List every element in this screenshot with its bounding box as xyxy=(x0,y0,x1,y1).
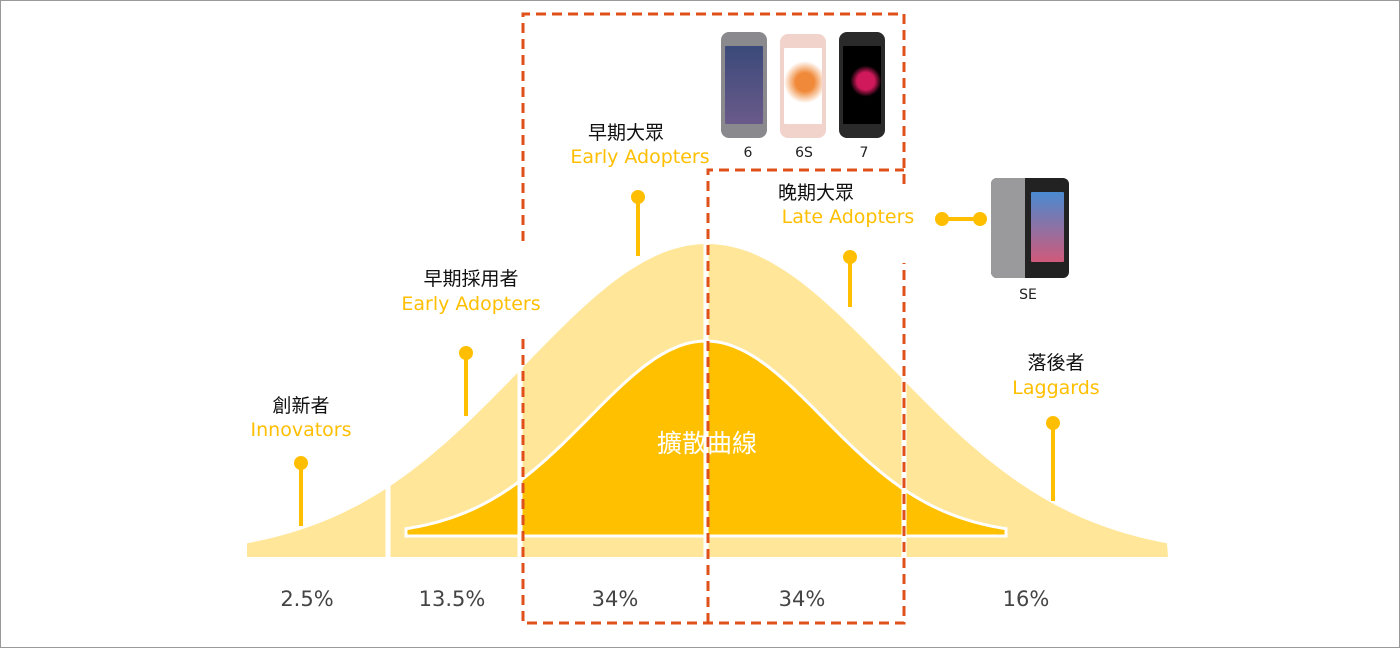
pin-laggards xyxy=(1046,416,1060,430)
label-early-majority-en: Early Adopters xyxy=(570,146,710,168)
pin-late-majority xyxy=(843,250,857,264)
pin-innovators xyxy=(294,456,308,470)
diagram-title: 擴散曲線 xyxy=(656,429,758,458)
pins xyxy=(294,190,1060,526)
pin-early-majority xyxy=(631,190,645,204)
iphone-se-image xyxy=(991,178,1069,278)
percent-early-adopters: 13.5% xyxy=(418,587,486,611)
label-laggards-en: Laggards xyxy=(1012,377,1100,399)
label-early-adopters-en: Early Adopters xyxy=(401,293,541,315)
phone-label-se: SE xyxy=(1019,287,1037,303)
iphone-6s-image xyxy=(780,34,826,138)
percent-early-majority: 34% xyxy=(591,587,639,611)
pin-early-adopters xyxy=(459,346,473,360)
percent-laggards: 16% xyxy=(1002,587,1050,611)
label-early-majority-zh: 早期大眾 xyxy=(587,122,665,144)
iphone-7-image xyxy=(839,32,885,138)
label-innovators-zh: 創新者 xyxy=(272,395,330,417)
label-late-majority-en: Late Adopters xyxy=(781,206,915,228)
percent-innovators: 2.5% xyxy=(280,587,334,611)
label-innovators-en: Innovators xyxy=(250,419,352,441)
label-late-majority-zh: 晚期大眾 xyxy=(777,182,855,204)
dashed-boxes xyxy=(521,12,906,625)
label-early-adopters-zh: 早期採用者 xyxy=(423,268,519,290)
phone-label-6s: 6S xyxy=(795,145,813,161)
iphone-6-image xyxy=(721,32,767,138)
pin-se-connector xyxy=(973,212,987,226)
label-laggards-zh: 落後者 xyxy=(1027,352,1085,374)
phone-label-6: 6 xyxy=(743,145,753,161)
percent-late-majority: 34% xyxy=(778,587,826,611)
phone-label-7: 7 xyxy=(859,145,869,161)
